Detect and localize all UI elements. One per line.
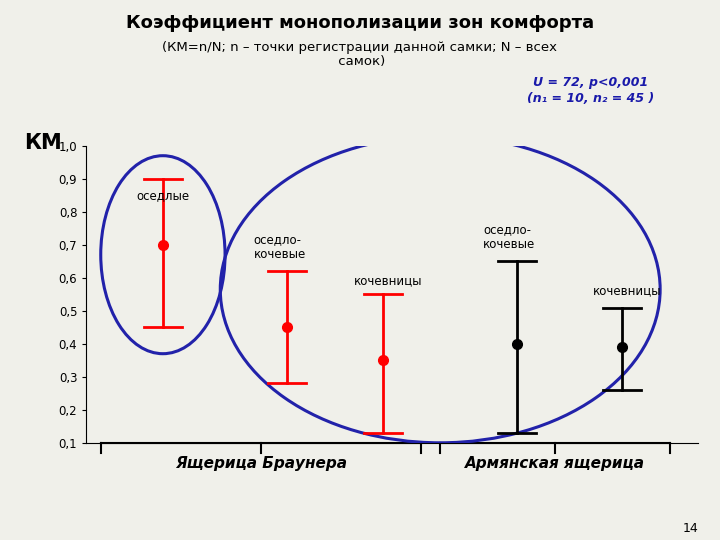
Text: (КМ=n/N; n – точки регистрации данной самки; N – всех
 самок): (КМ=n/N; n – точки регистрации данной са… — [163, 40, 557, 69]
Text: Ящерица Браунера: Ящерица Браунера — [175, 456, 347, 471]
Text: U = 72, p<0,001: U = 72, p<0,001 — [533, 76, 648, 89]
Text: оседлые: оседлые — [136, 189, 189, 202]
Text: Армянская ящерица: Армянская ящерица — [465, 456, 645, 471]
Text: оседло-
кочевые: оседло- кочевые — [253, 233, 306, 261]
Text: 14: 14 — [683, 522, 698, 535]
Text: КМ: КМ — [24, 133, 62, 153]
Text: кочевницы: кочевницы — [354, 275, 423, 288]
Text: кочевницы: кочевницы — [593, 285, 662, 298]
Text: (n₁ = 10, n₂ = 45 ): (n₁ = 10, n₂ = 45 ) — [527, 92, 654, 105]
Text: оседло-
кочевые: оседло- кочевые — [483, 224, 536, 252]
Text: Коэффициент монополизации зон комфорта: Коэффициент монополизации зон комфорта — [126, 14, 594, 31]
